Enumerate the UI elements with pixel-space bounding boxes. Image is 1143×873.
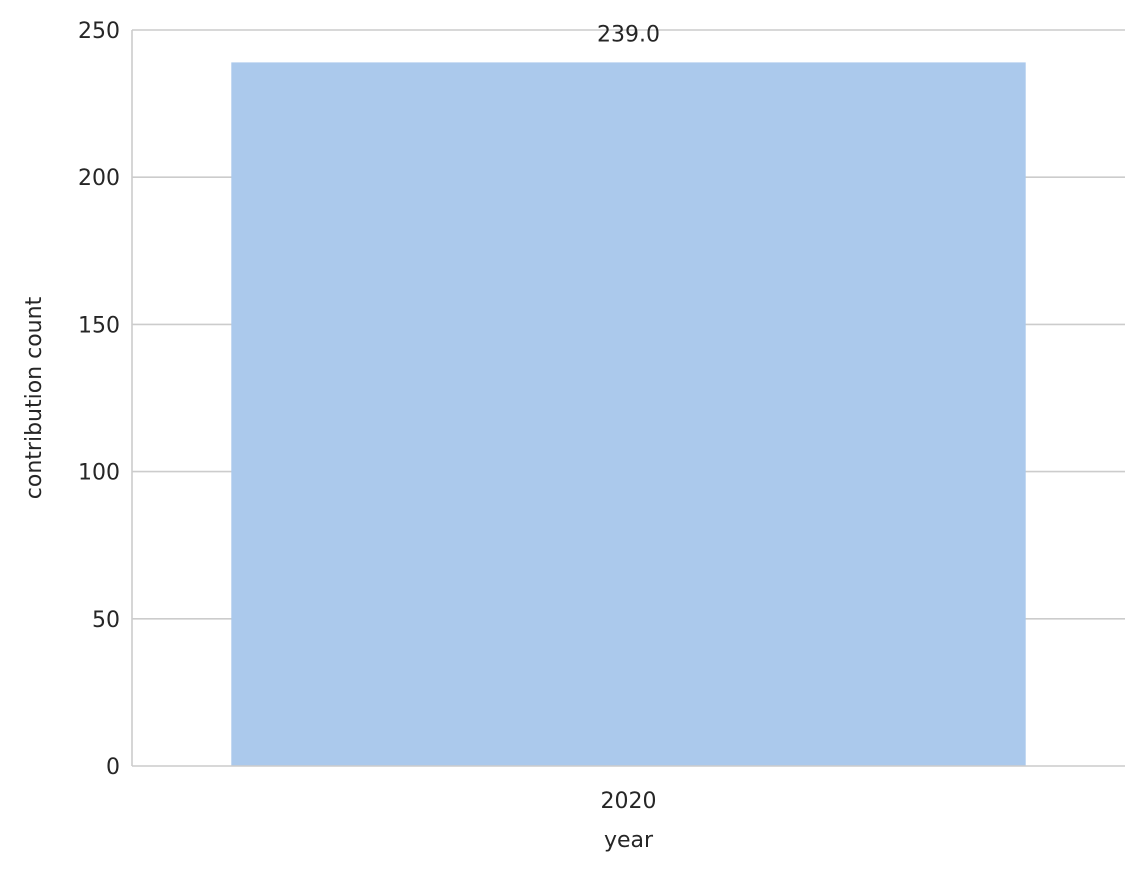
y-axis-label: contribution count	[22, 296, 47, 499]
x-axis-label: year	[604, 828, 654, 853]
x-tick-label: 2020	[601, 789, 657, 814]
y-tick-label: 0	[106, 755, 120, 780]
y-tick-labels: 0 50 100 150 200 250	[78, 19, 120, 780]
x-tick-labels: 2020	[601, 789, 657, 814]
y-tick-label: 200	[78, 166, 120, 191]
bar	[231, 62, 1026, 767]
bars	[231, 62, 1026, 767]
y-tick-label: 50	[92, 608, 120, 633]
y-tick-label: 150	[78, 313, 120, 338]
y-tick-label: 250	[78, 19, 120, 44]
axis-spines	[131, 30, 1125, 767]
y-tick-label: 100	[78, 461, 120, 486]
data-labels: 239.0	[597, 22, 660, 47]
bar-value-label: 239.0	[597, 22, 660, 47]
